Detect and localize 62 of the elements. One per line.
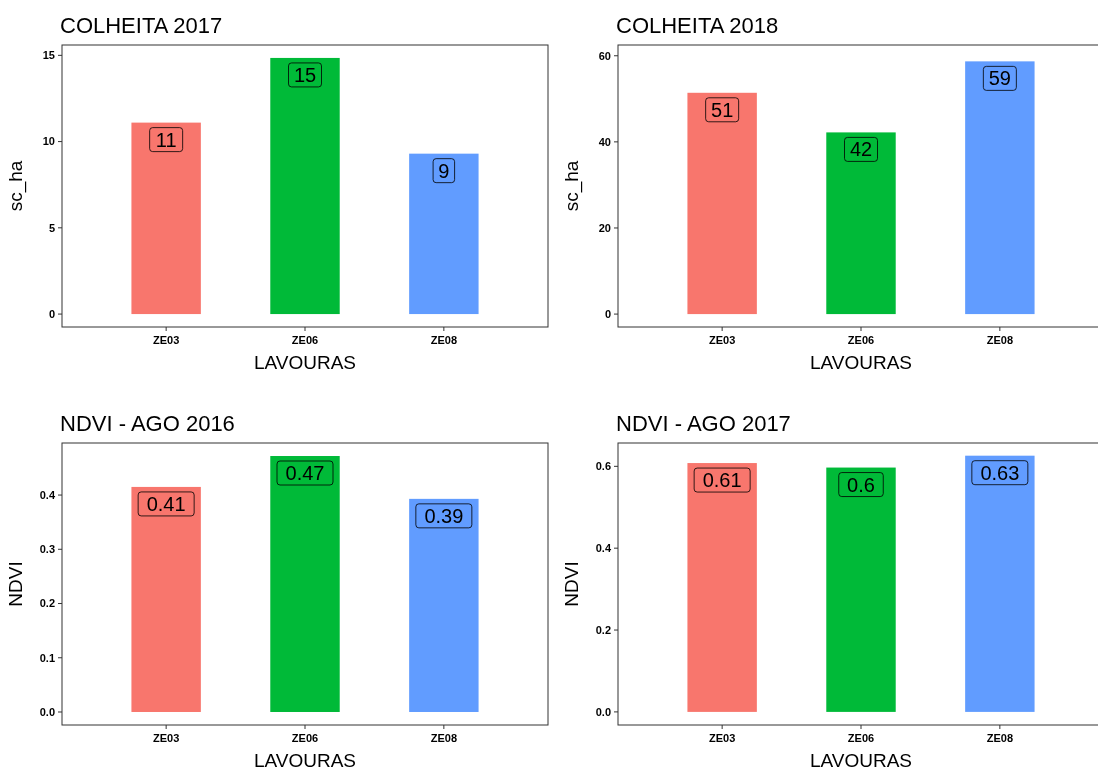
x-tick-label: ZE08 bbox=[986, 732, 1014, 744]
data-label: 59 bbox=[988, 67, 1011, 90]
y-axis-title: NDVI bbox=[5, 561, 26, 607]
x-tick-label: ZE08 bbox=[986, 334, 1014, 346]
chart-title: COLHEITA 2018 bbox=[616, 13, 779, 38]
data-label: 0.6 bbox=[847, 473, 875, 496]
x-tick-label: ZE06 bbox=[847, 334, 875, 346]
y-tick-label: 15 bbox=[42, 49, 55, 62]
x-tick-label: ZE03 bbox=[152, 334, 180, 346]
x-tick-label: ZE06 bbox=[291, 334, 319, 346]
y-tick-label: 0.2 bbox=[39, 597, 55, 610]
y-tick-label: 0.4 bbox=[595, 542, 612, 555]
bar bbox=[409, 498, 479, 712]
x-axis-title: LAVOURAS bbox=[253, 352, 357, 373]
data-label: 11 bbox=[155, 128, 177, 151]
x-tick-label: ZE08 bbox=[430, 732, 458, 744]
bar bbox=[270, 456, 340, 712]
bar bbox=[409, 153, 479, 315]
bar bbox=[965, 61, 1035, 315]
y-tick-label: 0.1 bbox=[39, 651, 55, 664]
y-tick-label: 0.6 bbox=[595, 460, 611, 473]
chart-title: NDVI - AGO 2017 bbox=[616, 411, 791, 436]
data-label: 0.41 bbox=[146, 492, 186, 515]
chart-title: COLHEITA 2017 bbox=[60, 13, 223, 38]
y-tick-label: 0 bbox=[604, 307, 611, 320]
y-tick-label: 0.2 bbox=[595, 623, 611, 636]
y-tick-label: 40 bbox=[598, 135, 611, 148]
y-tick-label: 0.0 bbox=[39, 705, 55, 718]
y-tick-label: 0 bbox=[48, 307, 55, 320]
y-axis-title: NDVI bbox=[561, 561, 582, 607]
x-tick-label: ZE06 bbox=[291, 732, 319, 744]
y-axis-title: sc_ha bbox=[5, 160, 27, 212]
x-tick-label: ZE06 bbox=[847, 732, 875, 744]
bar bbox=[131, 122, 201, 315]
bar bbox=[270, 57, 340, 315]
data-label: 0.47 bbox=[285, 462, 325, 485]
data-label: 0.61 bbox=[702, 469, 742, 492]
data-label: 0.39 bbox=[424, 504, 464, 527]
y-tick-label: 20 bbox=[598, 221, 611, 234]
data-label: 42 bbox=[849, 138, 873, 161]
bar bbox=[826, 132, 896, 315]
x-tick-label: ZE08 bbox=[430, 334, 458, 346]
bar bbox=[131, 486, 201, 712]
data-label: 51 bbox=[711, 98, 734, 121]
y-tick-label: 10 bbox=[42, 135, 55, 148]
y-tick-label: 0.0 bbox=[595, 705, 611, 718]
y-tick-label: 60 bbox=[598, 49, 611, 62]
data-label: 9 bbox=[438, 159, 450, 182]
data-label: 0.63 bbox=[980, 461, 1020, 484]
x-tick-label: ZE03 bbox=[152, 732, 180, 744]
x-tick-label: ZE03 bbox=[708, 334, 736, 346]
x-axis-title: LAVOURAS bbox=[809, 352, 913, 373]
data-label: 15 bbox=[293, 63, 317, 86]
x-tick-label: ZE03 bbox=[708, 732, 736, 744]
y-tick-label: 5 bbox=[48, 221, 55, 234]
x-axis-title: LAVOURAS bbox=[809, 750, 913, 767]
y-axis-title: sc_ha bbox=[561, 160, 583, 212]
x-axis-title: LAVOURAS bbox=[253, 750, 357, 767]
y-tick-label: 0.4 bbox=[39, 488, 56, 501]
y-tick-label: 0.3 bbox=[39, 543, 55, 556]
bar bbox=[687, 92, 757, 315]
chart-title: NDVI - AGO 2016 bbox=[60, 411, 235, 436]
